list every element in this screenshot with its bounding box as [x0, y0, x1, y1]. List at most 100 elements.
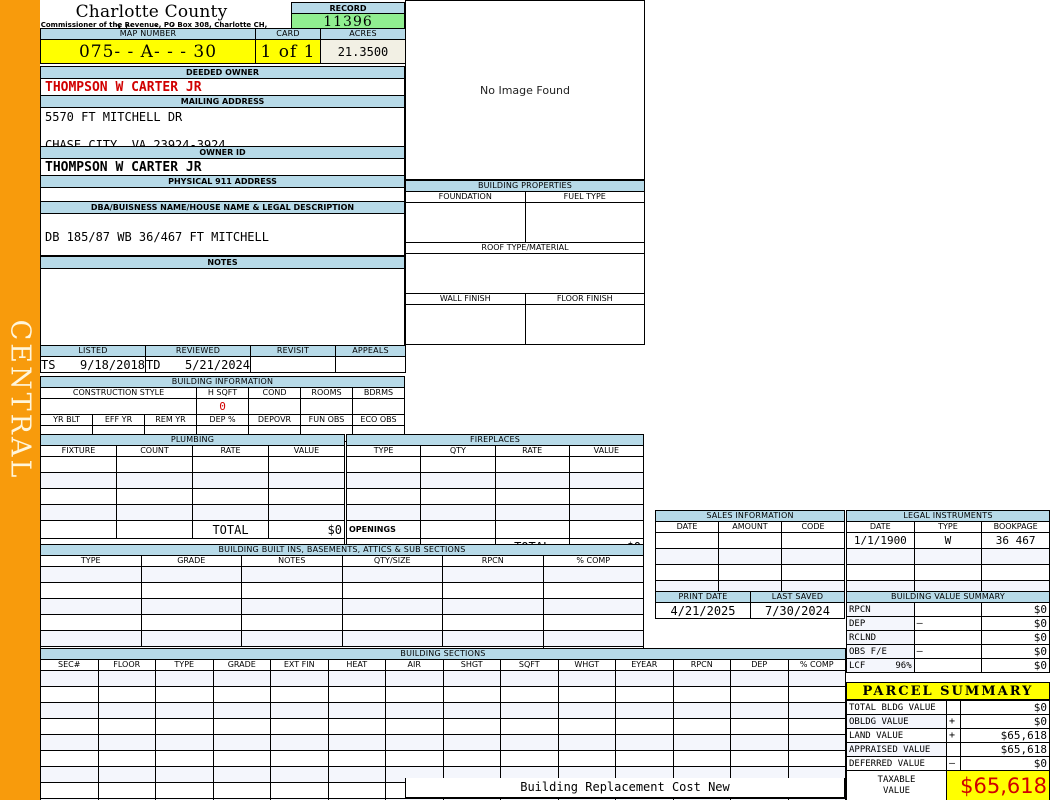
fuel-type-value[interactable]: [524, 202, 645, 243]
sales-cell[interactable]: [781, 532, 845, 549]
legal-cell[interactable]: [981, 564, 1050, 581]
built-ins-cell[interactable]: [542, 566, 644, 583]
appeals-value[interactable]: [335, 356, 406, 373]
bs-cell[interactable]: [500, 686, 559, 703]
bdrms-value[interactable]: [352, 398, 405, 415]
bs-cell[interactable]: [730, 750, 789, 767]
built-ins-cell[interactable]: [241, 630, 343, 647]
bs-cell[interactable]: [385, 750, 444, 767]
bs-cell[interactable]: [615, 702, 674, 719]
rooms-value[interactable]: [300, 398, 353, 415]
built-ins-cell[interactable]: [542, 598, 644, 615]
roof-value[interactable]: [405, 253, 645, 294]
bs-cell[interactable]: [40, 734, 99, 751]
bs-cell[interactable]: [615, 670, 674, 687]
bs-cell[interactable]: [557, 750, 616, 767]
bs-cell[interactable]: [672, 734, 731, 751]
bs-cell[interactable]: [500, 750, 559, 767]
bs-cell[interactable]: [787, 686, 846, 703]
bs-cell[interactable]: [787, 750, 846, 767]
bs-cell[interactable]: [787, 734, 846, 751]
fireplaces-cell[interactable]: [345, 472, 422, 489]
revisit-value[interactable]: [250, 356, 336, 373]
legal-type-0[interactable]: W: [913, 532, 983, 549]
bs-cell[interactable]: [212, 750, 271, 767]
built-ins-cell[interactable]: [140, 614, 242, 631]
bs-cell[interactable]: [442, 718, 501, 735]
bs-cell[interactable]: [327, 702, 386, 719]
plumbing-cell[interactable]: [116, 504, 193, 521]
built-ins-cell[interactable]: [341, 598, 443, 615]
bs-cell[interactable]: [385, 670, 444, 687]
plumbing-cell[interactable]: [116, 488, 193, 505]
bs-cell[interactable]: [270, 782, 329, 799]
built-ins-cell[interactable]: [140, 630, 242, 647]
bs-cell[interactable]: [557, 686, 616, 703]
listed-value[interactable]: TS 9/18/2018: [40, 356, 146, 373]
bs-cell[interactable]: [97, 750, 156, 767]
bs-cell[interactable]: [672, 670, 731, 687]
fireplaces-openings-qty[interactable]: [420, 520, 496, 539]
sales-cell[interactable]: [655, 548, 719, 565]
deeded-owner-value[interactable]: THOMPSON W CARTER JR: [40, 78, 405, 96]
bs-cell[interactable]: [557, 702, 616, 719]
notes-value[interactable]: [40, 268, 405, 351]
built-ins-cell[interactable]: [341, 582, 443, 599]
bs-cell[interactable]: [442, 750, 501, 767]
bs-cell[interactable]: [40, 750, 99, 767]
bs-cell[interactable]: [327, 734, 386, 751]
bs-cell[interactable]: [97, 734, 156, 751]
bs-cell[interactable]: [270, 766, 329, 783]
built-ins-cell[interactable]: [542, 630, 644, 647]
built-ins-cell[interactable]: [241, 614, 343, 631]
legal-cell[interactable]: [981, 548, 1050, 565]
bs-cell[interactable]: [212, 782, 271, 799]
bs-cell[interactable]: [500, 670, 559, 687]
built-ins-cell[interactable]: [140, 598, 242, 615]
built-ins-cell[interactable]: [542, 582, 644, 599]
legal-date-0[interactable]: 1/1/1900: [846, 532, 915, 549]
bs-cell[interactable]: [270, 670, 329, 687]
construction-style-value[interactable]: [40, 398, 197, 415]
fireplaces-cell[interactable]: [568, 488, 645, 505]
bs-cell[interactable]: [787, 798, 846, 800]
plumbing-cell[interactable]: [116, 456, 193, 473]
bs-cell[interactable]: [97, 766, 156, 783]
built-ins-cell[interactable]: [40, 582, 142, 599]
bs-cell[interactable]: [155, 702, 214, 719]
plumbing-cell[interactable]: [116, 472, 193, 489]
bs-cell[interactable]: [442, 734, 501, 751]
cond-value[interactable]: [248, 398, 301, 415]
reviewed-value[interactable]: TD 5/21/2024: [145, 356, 251, 373]
bs-cell[interactable]: [212, 702, 271, 719]
bs-cell[interactable]: [212, 734, 271, 751]
bs-cell[interactable]: [787, 718, 846, 735]
bs-cell[interactable]: [500, 702, 559, 719]
owner-id-value[interactable]: THOMPSON W CARTER JR: [40, 158, 405, 176]
sales-cell[interactable]: [655, 564, 719, 581]
floor-finish-value[interactable]: [524, 304, 645, 345]
bs-cell[interactable]: [730, 718, 789, 735]
bs-cell[interactable]: [40, 766, 99, 783]
legal-cell[interactable]: [846, 548, 915, 565]
bs-cell[interactable]: [672, 686, 731, 703]
legal-cell[interactable]: [913, 564, 983, 581]
bs-cell[interactable]: [155, 718, 214, 735]
wall-finish-value[interactable]: [405, 304, 526, 345]
built-ins-cell[interactable]: [40, 614, 142, 631]
built-ins-cell[interactable]: [40, 630, 142, 647]
bs-cell[interactable]: [40, 670, 99, 687]
bs-cell[interactable]: [155, 670, 214, 687]
bs-cell[interactable]: [615, 750, 674, 767]
bs-cell[interactable]: [212, 766, 271, 783]
fireplaces-cell[interactable]: [568, 456, 645, 473]
bs-cell[interactable]: [97, 670, 156, 687]
bs-cell[interactable]: [787, 670, 846, 687]
bs-cell[interactable]: [500, 734, 559, 751]
bs-cell[interactable]: [442, 686, 501, 703]
fireplaces-cell[interactable]: [568, 504, 645, 521]
bs-cell[interactable]: [442, 702, 501, 719]
acres-value[interactable]: 21.3500: [320, 39, 406, 64]
built-ins-cell[interactable]: [341, 614, 443, 631]
built-ins-cell[interactable]: [442, 630, 544, 647]
